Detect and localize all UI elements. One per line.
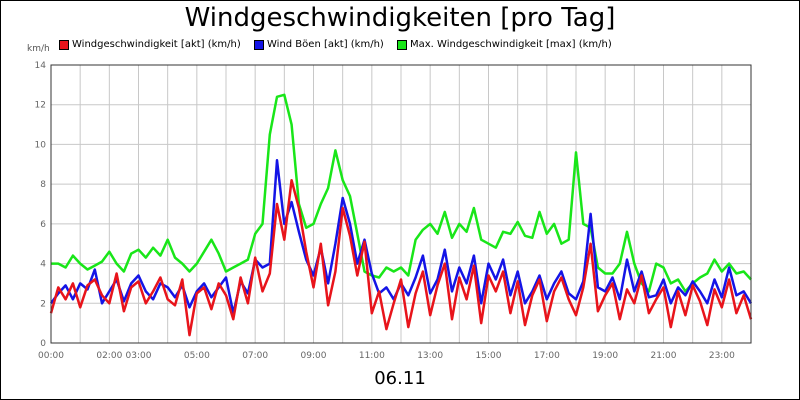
x-tick-label: 23:00 bbox=[709, 351, 735, 361]
x-tick-label: 00:00 bbox=[38, 351, 64, 361]
series-line-wind-speed bbox=[49, 178, 753, 337]
x-tick-label: 15:00 bbox=[476, 351, 502, 361]
y-tick-label: 4 bbox=[40, 260, 46, 270]
legend-item-wind-speed: Windgeschwindigkeit [akt] (km/h) bbox=[59, 39, 241, 50]
y-tick-label: 0 bbox=[40, 339, 46, 349]
x-tick-label: 17:00 bbox=[534, 351, 560, 361]
y-tick-label: 8 bbox=[40, 180, 46, 190]
x-tick-label: 19:00 bbox=[592, 351, 618, 361]
y-tick-label: 14 bbox=[35, 61, 47, 71]
legend-swatch-green bbox=[397, 39, 407, 50]
y-tick-label: 12 bbox=[35, 101, 46, 111]
x-tick-label: 05:00 bbox=[184, 351, 210, 361]
x-tick-label: 02:00 bbox=[96, 351, 122, 361]
x-tick-label: 07:00 bbox=[242, 351, 268, 361]
y-tick-label: 6 bbox=[40, 220, 46, 230]
chart-title: Windgeschwindigkeiten [pro Tag] bbox=[184, 3, 616, 33]
x-axis-date-label: 06.11 bbox=[374, 368, 426, 389]
y-tick-label: 10 bbox=[35, 140, 47, 150]
y-axis-unit-label: km/h bbox=[27, 44, 50, 54]
legend-swatch-red bbox=[59, 39, 69, 50]
legend-item-max-speed: Max. Windgeschwindigkeit [max] (km/h) bbox=[397, 39, 612, 50]
legend-label-gusts: Wind Böen [akt] (km/h) bbox=[267, 39, 384, 50]
series-lines bbox=[49, 93, 753, 337]
series-line-max-speed bbox=[51, 93, 752, 293]
grid-lines bbox=[51, 65, 751, 343]
legend-swatch-blue bbox=[254, 39, 264, 50]
legend-label-max-speed: Max. Windgeschwindigkeit [max] (km/h) bbox=[410, 39, 612, 50]
y-tick-labels: 0 2 4 6 8 10 12 14 bbox=[35, 61, 47, 349]
x-tick-label: 21:00 bbox=[651, 351, 677, 361]
x-tick-label: 03:00 bbox=[126, 351, 152, 361]
x-tick-label: 13:00 bbox=[417, 351, 443, 361]
x-tick-labels: 00:00 02:00 03:00 05:00 07:00 09:00 11:00 13:00… bbox=[38, 351, 735, 361]
x-tick-label: 11:00 bbox=[359, 351, 385, 361]
plot-border bbox=[50, 64, 752, 344]
y-tick-label: 2 bbox=[40, 299, 46, 309]
legend-label-wind-speed: Windgeschwindigkeit [akt] (km/h) bbox=[72, 39, 241, 50]
x-tick-label: 09:00 bbox=[301, 351, 327, 361]
legend-item-gusts: Wind Böen [akt] (km/h) bbox=[254, 39, 384, 50]
